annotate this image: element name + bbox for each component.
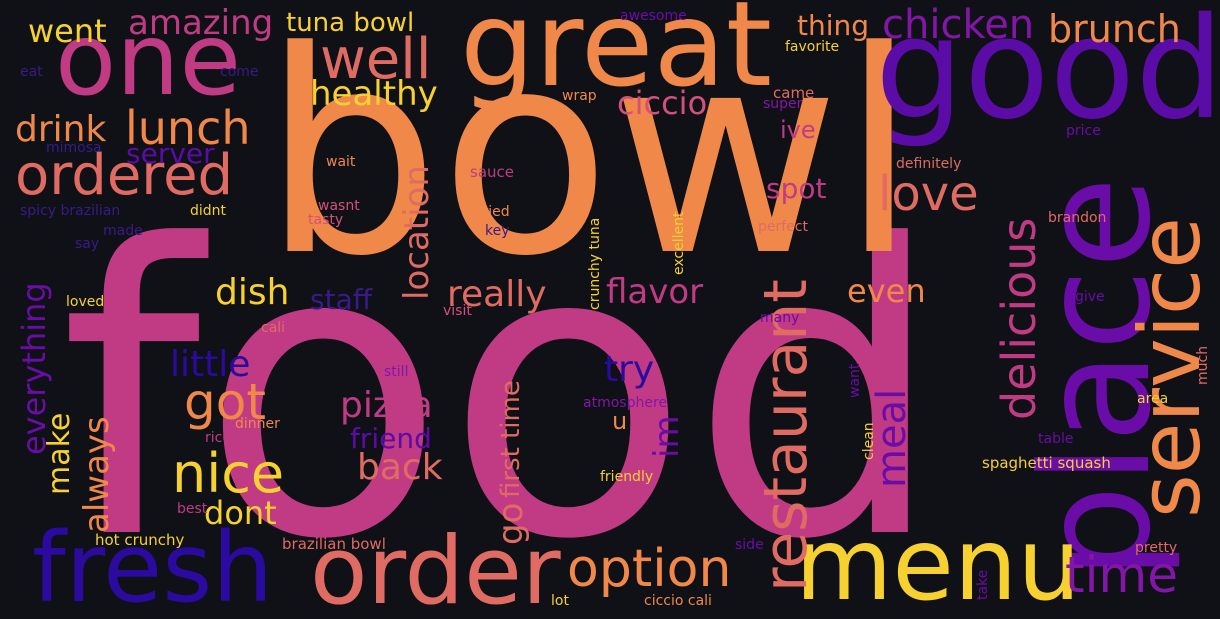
word-still: still [384,364,409,380]
word-dinner: dinner [235,416,280,432]
word-first-time: first time [496,380,526,498]
word-nice: nice [172,442,285,505]
word-flavor: flavor [606,272,704,312]
word-menu: menu [795,506,1081,619]
word-staff: staff [310,283,373,316]
word-go: go [491,502,531,545]
word-food: food [60,162,945,619]
word-spot: spot [766,172,827,205]
word-mimosa: mimosa [46,140,102,156]
word-price: price [1066,123,1101,139]
word-area: area [1137,391,1169,407]
word-clean: clean [861,422,877,460]
word-ciccio: ciccio [617,84,708,122]
word-pretty: pretty [1135,540,1178,556]
word-im: im [647,415,687,458]
word-pizza: pizza [340,385,433,426]
word-awesome: awesome [620,8,687,24]
word-definitely: definitely [896,156,962,172]
word-atmosphere: atmosphere [583,395,667,411]
word-come: come [220,64,259,80]
word-table: table [1038,431,1074,447]
word-spicy-brazilian: spicy brazilian [20,203,121,219]
word-server: server [126,137,215,170]
word-love: love [878,166,979,222]
word-side: side [735,537,764,553]
word-healthy: healthy [310,74,438,114]
word-dont: dont [204,494,277,532]
word-wasnt: wasnt [318,198,360,214]
word-amazing: amazing [128,3,274,43]
word-want: want [847,363,863,398]
word-say: say [75,236,100,252]
word-ciccio-cali: ciccio cali [644,593,712,609]
word-meal: meal [869,388,915,488]
word-little: little [170,344,251,385]
word-order: order [310,517,561,619]
word-great: great [460,0,772,113]
word-fresh: fresh [32,512,274,619]
word-delicious: delicious [992,217,1046,420]
word-didnt: didnt [190,203,227,219]
word-even: even [847,272,926,310]
word-brandon: brandon [1048,210,1107,226]
word-one: one [55,1,242,118]
word-back: back [357,447,443,488]
word-rice: rice [205,430,231,446]
word-bowl: bowl [262,0,918,318]
word-ive: ive [780,116,816,144]
word-well: well [320,27,432,92]
word-went: went [28,12,107,50]
word-ordered: ordered [15,143,234,208]
word-lot: lot [551,593,569,609]
word-much: much [1195,345,1211,385]
word-restaurant: restaurant [751,279,821,592]
word-sauce: sauce [470,163,514,181]
word-key: key [485,223,510,239]
word-loved: loved [66,294,105,310]
word-take: take [975,569,991,600]
word-favorite: favorite [785,39,840,55]
word-time: time [1065,546,1178,604]
word-brunch: brunch [1048,7,1181,51]
word-perfect: perfect [758,219,808,235]
word-tried: tried [477,204,510,220]
word-option: option [567,539,732,599]
word-dish: dish [215,272,290,313]
word-really: really [447,274,547,315]
word-drink: drink [15,109,107,150]
word-wait: wait [326,154,356,170]
word-wrap: wrap [562,88,597,104]
word-came: came [773,84,815,102]
word-thing: thing [797,9,870,42]
word-friendly: friendly [600,469,654,485]
word-tasty: tasty [308,212,344,228]
word-lunch: lunch [125,101,251,155]
word-excellent: excellent [671,211,687,275]
word-u: u [612,407,628,435]
word-give: give [1075,289,1105,305]
word-many: many [760,310,800,326]
word-best: best [177,501,208,517]
word-spaghetti-squash: spaghetti squash [982,454,1111,472]
word-brazilian-bowl: brazilian bowl [282,535,386,553]
word-visit: visit [443,303,472,319]
word-always: always [77,416,117,533]
word-hot-crunchy: hot crunchy [95,531,185,549]
word-friend: friend [350,422,432,455]
word-cali: cali [261,320,286,336]
word-good: good [875,0,1220,151]
word-try: try [604,349,655,390]
word-make: make [42,412,77,495]
word-tuna-bowl: tuna bowl [286,8,415,38]
word-made: made [103,223,143,239]
word-chicken: chicken [882,2,1035,48]
word-super: super [763,96,803,112]
word-crunchy-tuna: crunchy tuna [587,217,603,310]
word-eat: eat [20,64,43,80]
word-got: got [184,373,266,431]
word-location: location [397,165,437,300]
